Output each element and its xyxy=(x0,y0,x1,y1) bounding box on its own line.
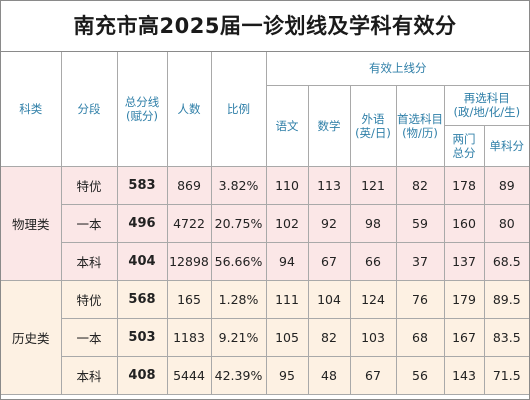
page-title: 南充市高2025届一诊划线及学科有效分 xyxy=(1,1,529,52)
cell-first: 56 xyxy=(395,355,445,395)
cell-single: 89.5 xyxy=(483,279,530,319)
group-name-history: 历史类 xyxy=(1,279,62,395)
cell-single: 71.5 xyxy=(483,355,530,395)
header-reselect-label: 再选科目 xyxy=(463,91,510,105)
cell-total: 583 xyxy=(116,165,168,205)
cell-chinese: 110 xyxy=(265,165,309,205)
cell-two: 167 xyxy=(443,317,485,357)
cell-foreign: 66 xyxy=(349,241,397,281)
table-row: 物理类 特优 583 869 3.82% 110 113 121 82 178 … xyxy=(1,165,530,281)
cell-total: 503 xyxy=(116,317,168,357)
cell-two: 137 xyxy=(443,241,485,281)
cell-first: 68 xyxy=(395,317,445,357)
header-foreign: 外语 (英/日) xyxy=(349,84,397,167)
header-first-choice-sub: (物/历) xyxy=(402,125,438,140)
cell-two: 178 xyxy=(443,165,485,205)
cell-math: 92 xyxy=(307,203,351,243)
header-subject-type: 科类 xyxy=(1,52,62,167)
cell-total: 568 xyxy=(116,279,168,319)
cell-count: 869 xyxy=(166,165,212,205)
cell-ratio: 42.39% xyxy=(210,355,267,395)
header-foreign-label: 外语 xyxy=(361,111,385,126)
cell-first: 59 xyxy=(395,203,445,243)
cell-count: 1183 xyxy=(166,317,212,357)
header-row-1: 科类 分段 总分线 (赋分) 人数 比例 有效上线分 xyxy=(1,52,530,167)
cell-segment: 本科 xyxy=(61,355,118,395)
cell-math: 82 xyxy=(307,317,351,357)
cell-math: 104 xyxy=(307,279,351,319)
cell-foreign: 124 xyxy=(349,279,397,319)
header-ratio: 比例 xyxy=(210,52,267,167)
cell-count: 165 xyxy=(166,279,212,319)
cell-single: 68.5 xyxy=(483,241,530,281)
cell-chinese: 102 xyxy=(265,203,309,243)
cell-first: 76 xyxy=(395,279,445,319)
cell-first: 82 xyxy=(395,165,445,205)
header-reselect: 再选科目 (政/地/化/生) xyxy=(443,84,530,126)
table-row: 一本 503 1183 9.21% 105 82 103 68 167 83.5 xyxy=(1,317,530,357)
cell-two: 160 xyxy=(443,203,485,243)
cell-foreign: 121 xyxy=(349,165,397,205)
cell-count: 12898 xyxy=(166,241,212,281)
header-first-choice-label: 首选科目 xyxy=(397,111,443,126)
header-total-line: 总分线 (赋分) xyxy=(116,52,168,167)
header-total-line-label: 总分线 xyxy=(124,94,160,109)
header-single-subject: 单科分 xyxy=(483,124,530,167)
group-name-physics: 物理类 xyxy=(1,165,62,281)
header-total-line-sub: (赋分) xyxy=(126,108,158,123)
cell-math: 48 xyxy=(307,355,351,395)
cell-first: 37 xyxy=(395,241,445,281)
cell-single: 83.5 xyxy=(483,317,530,357)
cell-count: 5444 xyxy=(166,355,212,395)
table-row: 本科 404 12898 56.66% 94 67 66 37 137 68.5 xyxy=(1,241,530,281)
header-chinese: 语文 xyxy=(266,84,309,167)
cell-ratio: 9.21% xyxy=(210,317,267,357)
cell-ratio: 1.28% xyxy=(210,279,267,319)
header-valid-group: 有效上线分 xyxy=(265,52,530,86)
header-foreign-sub: (英/日) xyxy=(355,125,391,140)
header-two-subjects-sub: 总分 xyxy=(452,145,476,160)
header-segment: 分段 xyxy=(60,52,118,167)
header-row-3: 两门 总分 单科分 xyxy=(1,124,530,167)
cell-single: 80 xyxy=(483,203,530,243)
cell-segment: 一本 xyxy=(61,203,118,243)
cell-segment: 特优 xyxy=(60,279,118,319)
cell-ratio: 56.66% xyxy=(210,241,267,281)
cell-total: 408 xyxy=(116,355,168,395)
cell-chinese: 105 xyxy=(265,317,309,357)
cell-segment: 特优 xyxy=(60,165,118,205)
header-count: 人数 xyxy=(166,52,212,167)
header-two-subjects-label: 两门 xyxy=(452,131,476,146)
cell-chinese: 111 xyxy=(265,279,309,319)
cell-chinese: 95 xyxy=(265,355,309,395)
score-table: 科类 分段 总分线 (赋分) 人数 比例 有效上线分 语文 数学 外语 (英/日… xyxy=(1,52,530,395)
cell-foreign: 103 xyxy=(349,317,397,357)
cell-chinese: 94 xyxy=(265,241,309,281)
cell-segment: 本科 xyxy=(61,241,118,281)
cell-two: 179 xyxy=(443,279,485,319)
cell-two: 143 xyxy=(443,355,485,395)
cell-foreign: 67 xyxy=(349,355,397,395)
cell-ratio: 3.82% xyxy=(210,165,267,205)
cell-single: 89 xyxy=(483,165,530,205)
cell-segment: 一本 xyxy=(61,317,118,357)
cell-math: 67 xyxy=(307,241,351,281)
header-two-subjects: 两门 总分 xyxy=(444,124,485,167)
header-first-choice: 首选科目 (物/历) xyxy=(395,84,445,167)
cell-ratio: 20.75% xyxy=(210,203,267,243)
header-math: 数学 xyxy=(307,84,351,167)
cell-total: 496 xyxy=(116,203,168,243)
cell-count: 4722 xyxy=(166,203,212,243)
cell-math: 113 xyxy=(307,165,351,205)
cell-total: 404 xyxy=(116,241,168,281)
header-reselect-sub: (政/地/化/生) xyxy=(453,105,521,119)
table-row: 历史类 特优 568 165 1.28% 111 104 124 76 179 … xyxy=(1,279,530,395)
table-row: 本科 408 5444 42.39% 95 48 67 56 143 71.5 xyxy=(1,355,530,395)
table-row: 一本 496 4722 20.75% 102 92 98 59 160 80 xyxy=(1,203,530,243)
cell-foreign: 98 xyxy=(349,203,397,243)
